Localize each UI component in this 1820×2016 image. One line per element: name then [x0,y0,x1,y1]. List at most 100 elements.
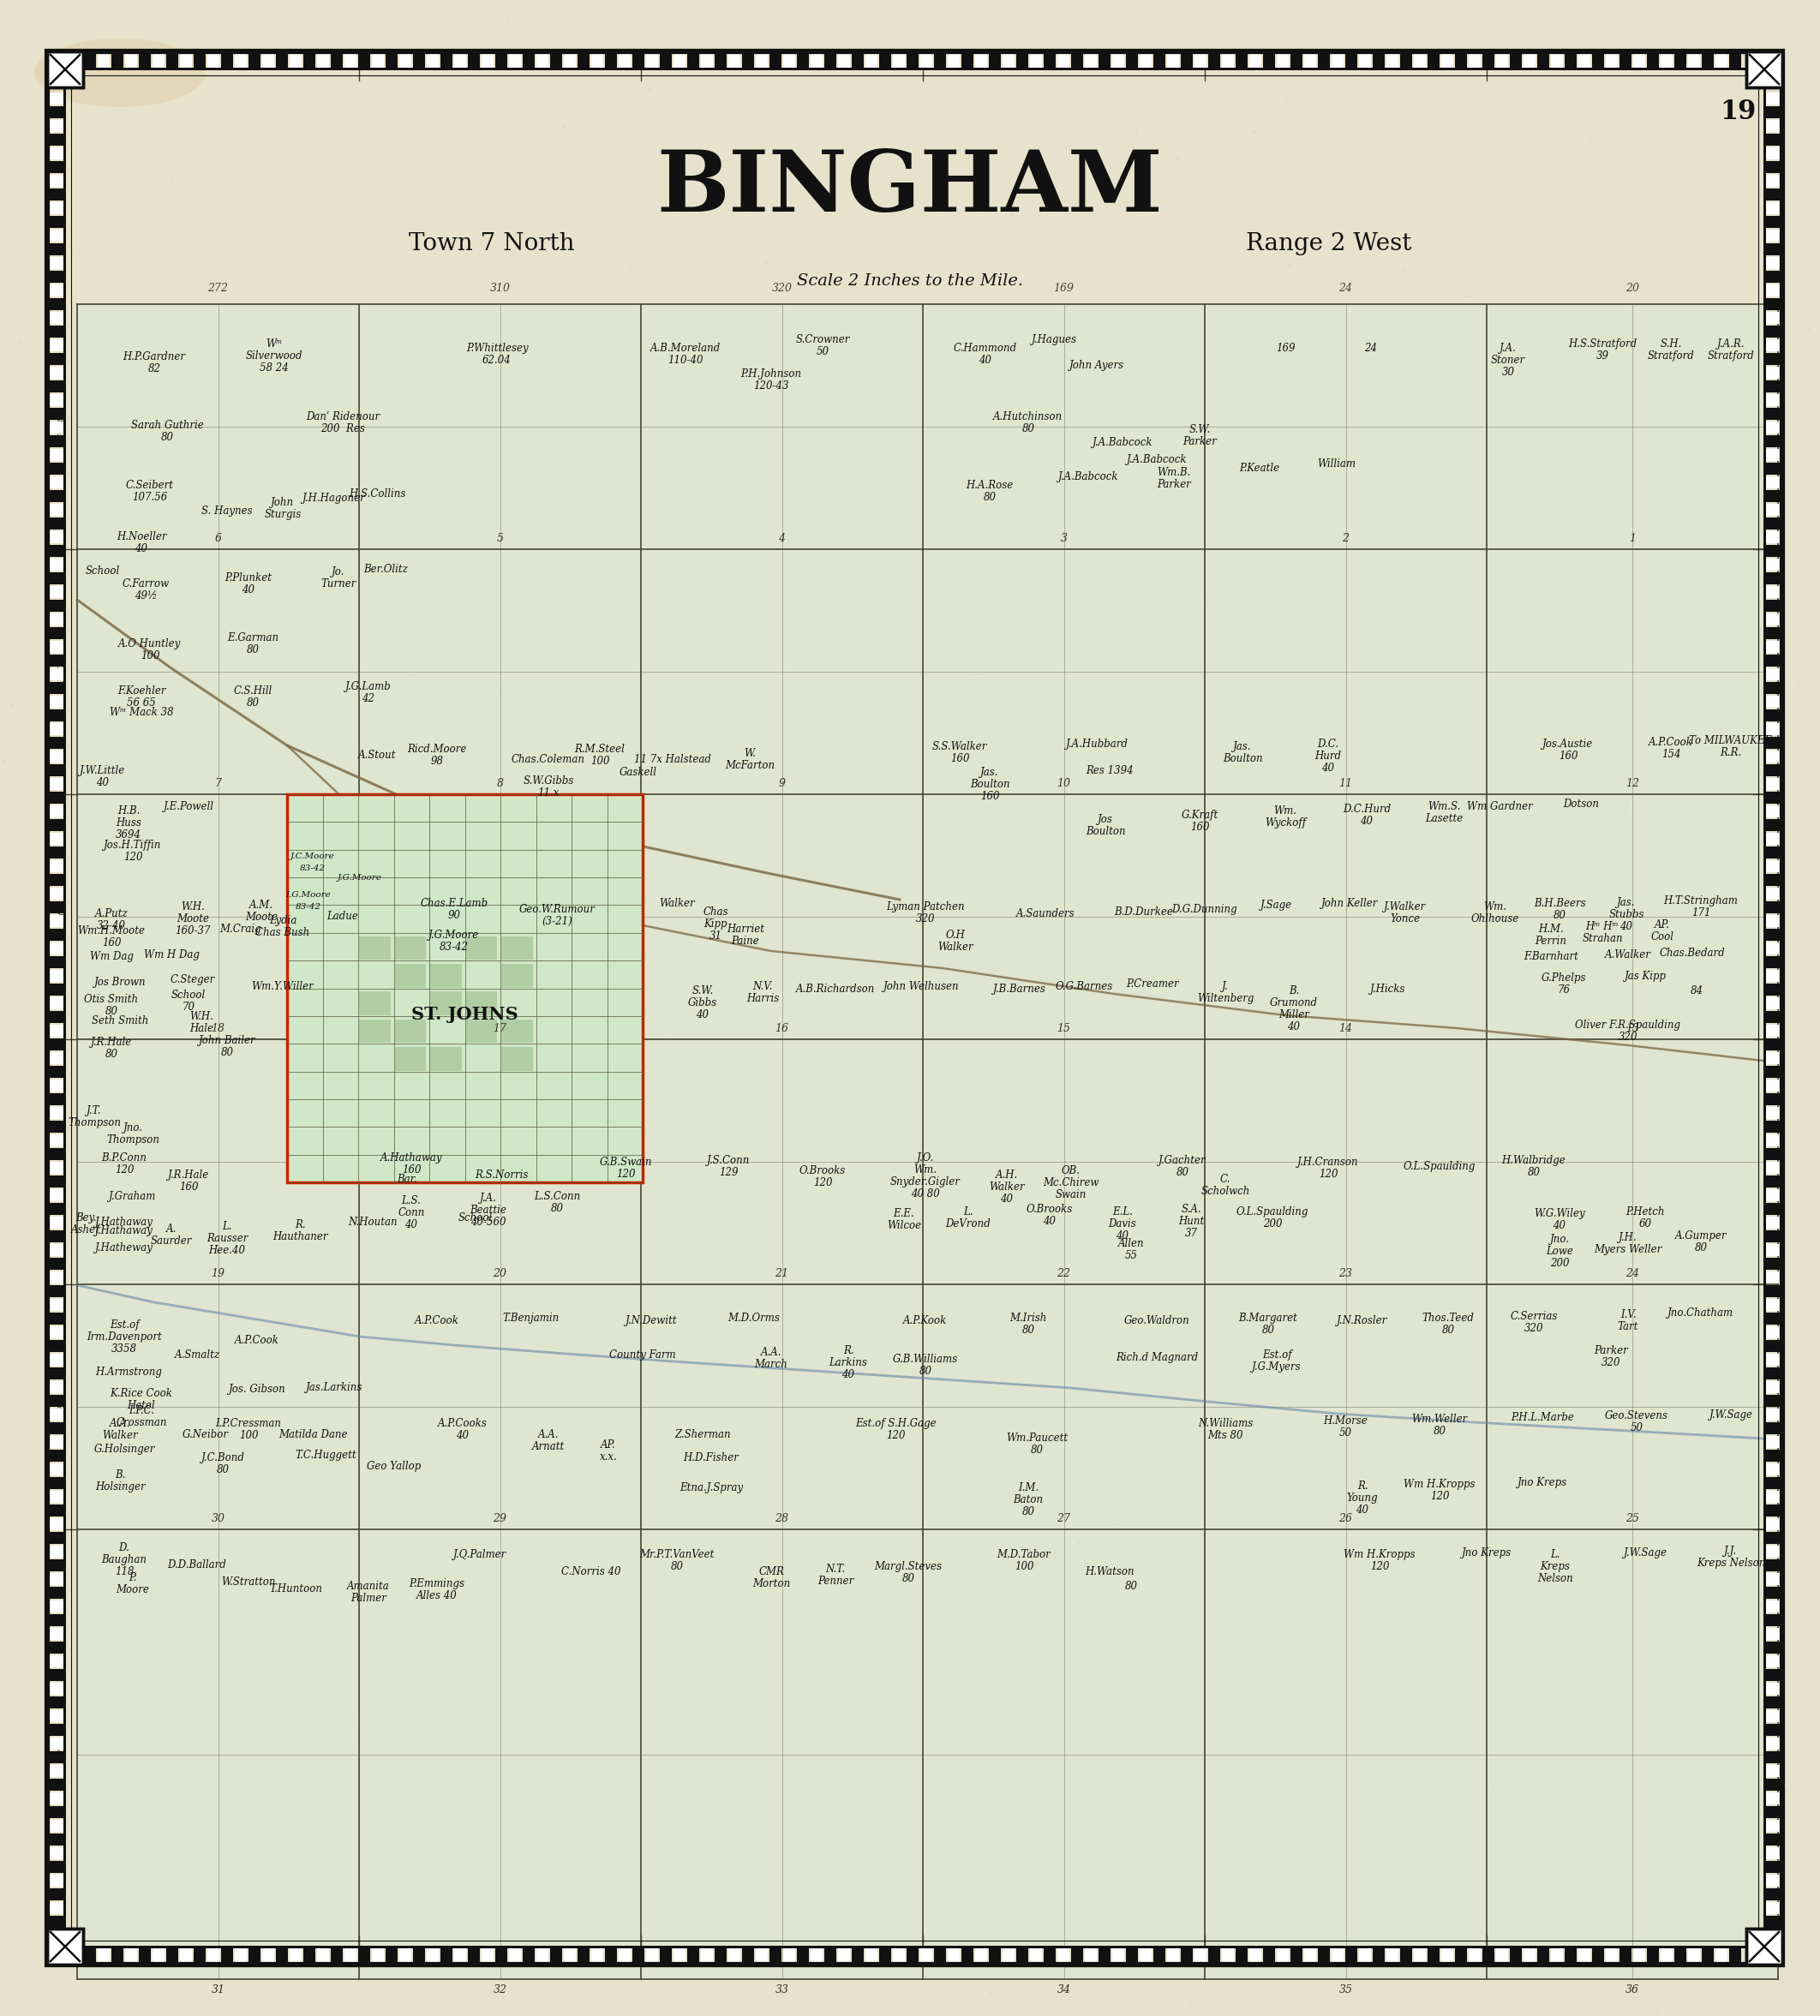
Text: Hᵐ Hᵐ: Hᵐ Hᵐ [1585,921,1620,931]
Text: 98: 98 [431,756,444,766]
Text: 120-43: 120-43 [753,381,788,391]
Text: 100: 100 [140,651,160,661]
Text: 6: 6 [215,532,222,544]
Bar [1523,54,1536,69]
Text: H.B.: H.B. [116,804,140,816]
Text: I.G.Moore: I.G.Moore [286,891,331,899]
Text: 320: 320 [58,663,67,681]
Bar [1747,1929,1782,1966]
Bar [49,1764,64,1776]
Bar [646,1947,659,1962]
Text: 40: 40 [404,1220,419,1230]
Text: I.V.: I.V. [1620,1308,1636,1320]
Text: 56 65: 56 65 [127,698,157,708]
Bar [49,119,64,131]
Text: Town 7 North: Town 7 North [408,232,575,256]
Bar [1765,587,1780,599]
Text: 31: 31 [211,1984,226,1996]
Bar [1441,1947,1452,1962]
Bar [344,54,357,69]
Text: Wm.S.: Wm.S. [1427,800,1460,812]
Text: O.L.Spaulding: O.L.Spaulding [1403,1161,1476,1171]
Text: 40: 40 [1001,1193,1014,1206]
Text: Otis Smith: Otis Smith [84,994,138,1006]
Bar [49,107,64,119]
Text: A.P.Cooks: A.P.Cooks [439,1417,488,1429]
Text: Thompson: Thompson [67,1117,120,1129]
Text: A.B.Richardson: A.B.Richardson [795,984,875,994]
Bar [824,1947,837,1962]
Bar [1765,1093,1780,1105]
Bar [701,1947,713,1962]
Bar [49,681,64,694]
Text: Boulton: Boulton [1223,754,1263,764]
Bar [1221,1947,1234,1962]
Bar [1487,1530,1778,1980]
Text: 80: 80 [1176,1167,1188,1177]
Text: A.Stout: A.Stout [359,750,397,760]
Text: O.Brooks: O.Brooks [1026,1204,1074,1216]
Text: C.Farrow: C.Farrow [122,579,169,589]
Text: J.G.Lamb: J.G.Lamb [346,681,391,691]
Bar [49,1532,64,1544]
Text: Jas.: Jas. [981,766,999,778]
Bar [49,1204,64,1216]
Bar [1765,1601,1780,1613]
Bar [426,54,439,69]
Text: 80: 80 [903,1572,915,1585]
Text: 3: 3 [1061,532,1067,544]
Bar [1765,119,1780,131]
Bar [1765,381,1780,393]
Bar [1765,627,1780,639]
Bar [641,1284,923,1530]
Text: 320: 320 [58,1746,67,1764]
Bar [1194,54,1207,69]
Bar [1765,887,1780,899]
Text: Gaskell: Gaskell [619,766,657,778]
Text: T.Benjamin: T.Benjamin [502,1312,559,1325]
Text: Turner: Turner [320,579,357,589]
Bar [688,54,699,69]
Bar [98,54,109,69]
Text: Matilda Dane: Matilda Dane [278,1429,348,1439]
Text: N.V.: N.V. [752,982,774,992]
Bar [84,54,96,69]
Bar [976,1947,986,1962]
Text: Oliver F.R.Spaulding: Oliver F.R.Spaulding [1576,1020,1680,1030]
Bar [399,54,411,69]
Bar [1765,764,1780,776]
Bar [1765,1298,1780,1310]
Bar [1551,1947,1563,1962]
Bar [1765,1079,1780,1091]
Bar [1765,1572,1780,1585]
Text: J.Hathaway: J.Hathaway [95,1216,153,1228]
Text: Grumond: Grumond [1270,998,1318,1008]
Bar [1765,1327,1780,1339]
Bar [961,54,974,69]
Bar [1765,750,1780,762]
Text: Moote: Moote [177,913,209,925]
Bar [1345,54,1358,69]
Text: T.C.Huggett: T.C.Huggett [295,1450,357,1462]
Text: Stubbs: Stubbs [1609,909,1643,919]
Text: O.Brooks: O.Brooks [799,1165,846,1177]
Text: Baughan: Baughan [102,1554,147,1564]
Bar [673,1947,686,1962]
Bar [1765,792,1780,804]
Text: Hurd: Hurd [1314,750,1341,762]
Bar [1765,325,1780,337]
Bar [49,284,64,296]
Text: A.Saunders: A.Saunders [1016,907,1076,919]
Bar [49,530,64,542]
Bar [49,778,64,790]
Bar [1057,1947,1070,1962]
Bar [1702,54,1714,69]
Bar [1208,1947,1219,1962]
Bar [1765,847,1780,859]
Bar [1263,1947,1276,1962]
Text: L.: L. [1551,1548,1560,1560]
Text: J.G.Myers: J.G.Myers [1252,1361,1301,1373]
Bar [770,54,781,69]
Bar [49,1627,64,1639]
Text: J.G.Moore: J.G.Moore [430,929,479,941]
